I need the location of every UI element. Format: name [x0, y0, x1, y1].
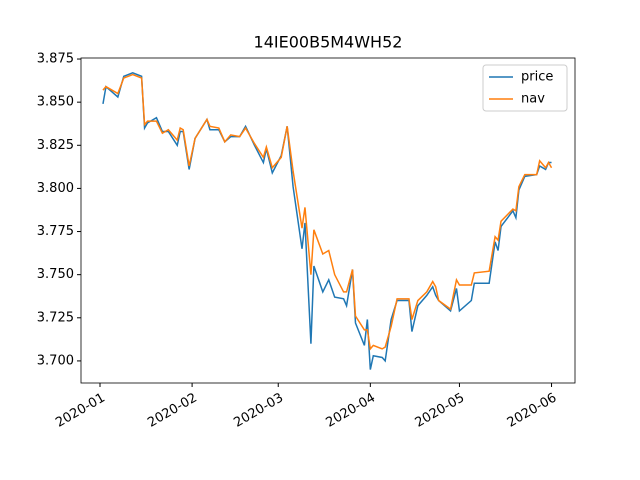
legend-label: nav [521, 92, 545, 107]
plot-frame [80, 57, 576, 384]
legend-label: price [521, 70, 553, 85]
y-tick-label: 3.800 [37, 181, 74, 196]
y-tick-label: 3.775 [37, 224, 74, 239]
y-tick-label: 3.850 [37, 95, 74, 110]
y-tick-label: 3.750 [37, 267, 74, 282]
series-line [102, 72, 552, 370]
chart-title: 14IE00B5M4WH52 [254, 33, 403, 52]
y-tick-label: 3.875 [37, 52, 74, 67]
series-line [102, 73, 553, 351]
y-tick-label: 3.825 [37, 138, 74, 153]
y-tick-label: 3.725 [37, 310, 74, 325]
y-tick-label: 3.700 [37, 353, 74, 368]
